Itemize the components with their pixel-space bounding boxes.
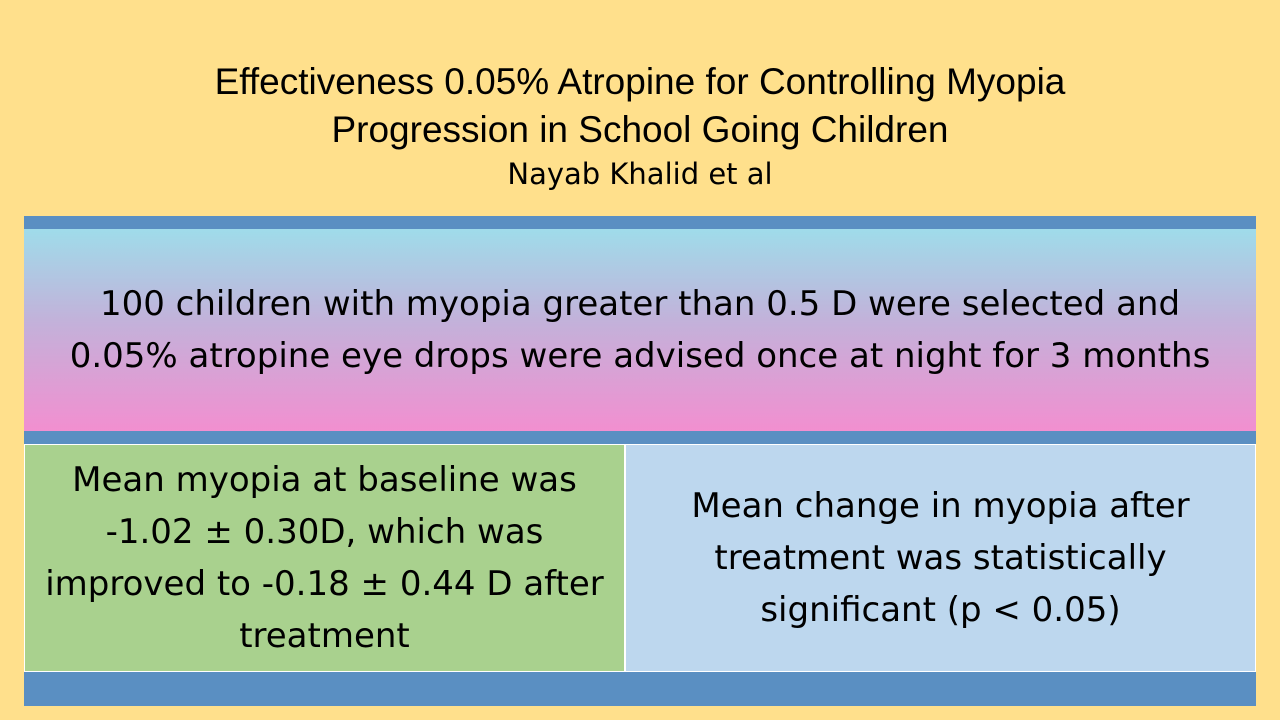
slide-authors: Nayab Khalid et al (507, 157, 773, 191)
slide-title-line-2: Progression in School Going Children (331, 109, 949, 150)
study-summary-text: 100 children with myopia greater than 0.… (69, 284, 1211, 376)
significance-result-text: Mean change in myopia after treatment wa… (691, 486, 1190, 630)
content-panel: 100 children with myopia greater than 0.… (24, 216, 1256, 706)
slide-header: Effectiveness 0.05% Atropine for Control… (0, 58, 1280, 192)
slide-title-line-1: Effectiveness 0.05% Atropine for Control… (214, 61, 1066, 102)
baseline-result-box: Mean myopia at baseline was -1.02 ± 0.30… (24, 444, 625, 672)
study-summary-box: 100 children with myopia greater than 0.… (24, 229, 1256, 431)
divider-stripe (24, 431, 1256, 443)
baseline-result-text: Mean myopia at baseline was -1.02 ± 0.30… (45, 460, 604, 656)
significance-result-box: Mean change in myopia after treatment wa… (625, 444, 1256, 672)
